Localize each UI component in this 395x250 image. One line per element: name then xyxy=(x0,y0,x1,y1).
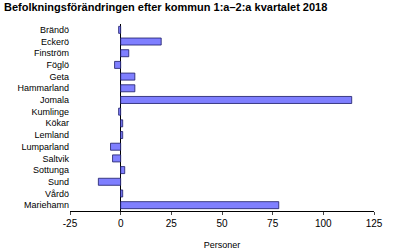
svg-text:Vårdö: Vårdö xyxy=(45,189,69,199)
svg-text:Eckerö: Eckerö xyxy=(41,37,69,47)
svg-text:Lumparland: Lumparland xyxy=(21,142,69,152)
svg-text:Brändö: Brändö xyxy=(40,25,69,35)
svg-text:Befolkningsförändringen efter: Befolkningsförändringen efter kommun 1:a… xyxy=(4,1,327,13)
svg-text:Kökar: Kökar xyxy=(45,118,69,128)
svg-text:Finström: Finström xyxy=(34,48,69,58)
svg-text:0: 0 xyxy=(118,218,124,229)
svg-text:Sund: Sund xyxy=(48,177,69,187)
svg-text:Föglö: Föglö xyxy=(46,60,69,70)
svg-text:Sottunga: Sottunga xyxy=(33,165,69,175)
svg-text:125: 125 xyxy=(366,218,383,229)
svg-text:Kumlinge: Kumlinge xyxy=(31,107,69,117)
svg-text:Lemland: Lemland xyxy=(34,130,69,140)
svg-text:-25: -25 xyxy=(63,218,78,229)
svg-text:Geta: Geta xyxy=(49,72,69,82)
svg-text:100: 100 xyxy=(315,218,332,229)
svg-text:Mariehamn: Mariehamn xyxy=(24,200,69,210)
svg-text:Jomala: Jomala xyxy=(40,95,69,105)
svg-text:Saltvik: Saltvik xyxy=(42,154,69,164)
svg-text:50: 50 xyxy=(216,218,228,229)
svg-text:Personer: Personer xyxy=(204,240,241,250)
svg-text:Hammarland: Hammarland xyxy=(17,83,69,93)
svg-text:75: 75 xyxy=(267,218,279,229)
svg-text:25: 25 xyxy=(166,218,178,229)
